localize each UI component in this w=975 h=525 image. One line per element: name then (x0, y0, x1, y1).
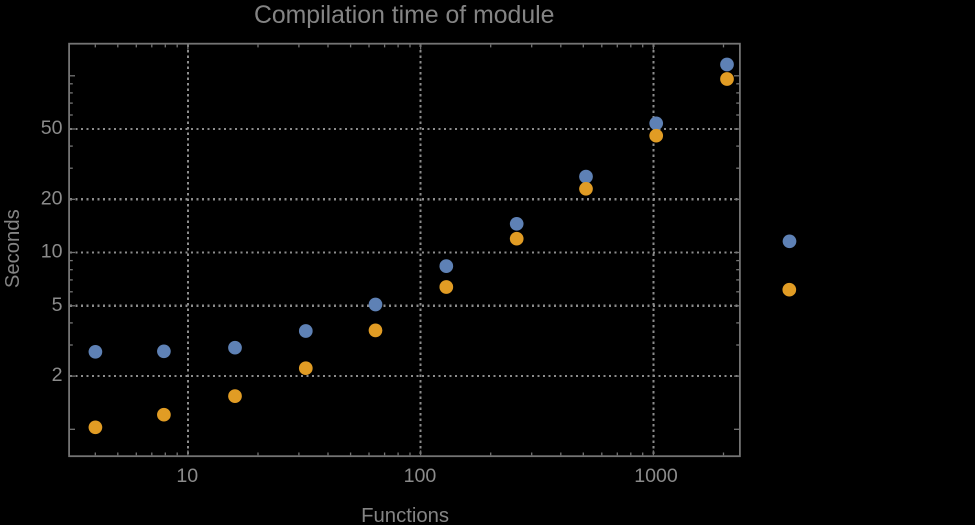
svg-text:Compilation time of module: Compilation time of module (254, 2, 554, 29)
svg-text:100: 100 (404, 465, 437, 487)
svg-text:20: 20 (41, 187, 63, 209)
svg-text:10: 10 (41, 241, 63, 263)
svg-text:Seconds: Seconds (2, 209, 24, 288)
svg-text:5: 5 (52, 294, 63, 316)
svg-text:1000: 1000 (634, 465, 678, 487)
svg-text:50: 50 (41, 117, 63, 139)
svg-text:10: 10 (176, 465, 198, 487)
svg-text:2: 2 (52, 364, 63, 386)
svg-text:Functions: Functions (361, 505, 449, 525)
